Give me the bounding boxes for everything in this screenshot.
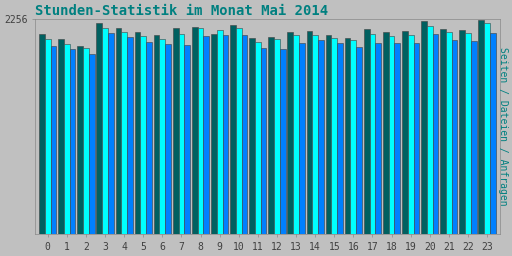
Bar (140, 36, 146, 234)
Bar (370, 34, 375, 234)
Bar (135, 32, 140, 234)
Bar (414, 43, 419, 234)
Bar (307, 31, 312, 234)
Bar (356, 47, 362, 234)
Bar (198, 28, 203, 234)
Bar (165, 44, 171, 234)
Text: Stunden-Statistik im Monat Mai 2014: Stunden-Statistik im Monat Mai 2014 (35, 4, 328, 18)
Bar (45, 39, 51, 234)
Bar (192, 27, 198, 234)
Bar (203, 36, 209, 234)
Bar (452, 40, 458, 234)
Bar (236, 28, 242, 234)
Bar (293, 35, 299, 234)
Bar (230, 25, 236, 234)
Bar (459, 30, 465, 234)
Bar (211, 34, 217, 234)
Bar (274, 39, 280, 234)
Bar (479, 20, 484, 234)
Bar (77, 46, 83, 234)
Bar (337, 43, 343, 234)
Bar (242, 35, 247, 234)
Bar (351, 40, 356, 234)
Bar (173, 28, 179, 234)
Bar (427, 26, 433, 234)
Bar (268, 37, 274, 234)
Bar (490, 33, 496, 234)
Bar (261, 48, 266, 234)
Bar (446, 32, 452, 234)
Bar (223, 35, 228, 234)
Bar (364, 29, 370, 234)
Bar (102, 28, 108, 234)
Bar (383, 32, 389, 234)
Bar (96, 23, 102, 234)
Bar (326, 35, 331, 234)
Bar (471, 41, 477, 234)
Bar (299, 43, 305, 234)
Bar (39, 34, 45, 234)
Bar (280, 49, 286, 234)
Bar (249, 38, 255, 234)
Bar (70, 49, 75, 234)
Bar (121, 32, 127, 234)
Bar (375, 43, 381, 234)
Bar (312, 35, 318, 234)
Bar (421, 21, 427, 234)
Bar (287, 32, 293, 234)
Bar (255, 42, 261, 234)
Y-axis label: Seiten / Dateien / Anfragen: Seiten / Dateien / Anfragen (498, 47, 508, 206)
Bar (154, 35, 159, 234)
Bar (318, 40, 324, 234)
Bar (440, 29, 446, 234)
Bar (89, 54, 95, 234)
Bar (394, 43, 400, 234)
Bar (83, 48, 89, 234)
Bar (345, 38, 351, 234)
Bar (331, 38, 337, 234)
Bar (116, 28, 121, 234)
Bar (51, 46, 56, 234)
Bar (108, 33, 114, 234)
Bar (58, 39, 64, 234)
Bar (465, 33, 471, 234)
Bar (389, 36, 394, 234)
Bar (408, 35, 414, 234)
Bar (64, 44, 70, 234)
Bar (217, 30, 223, 234)
Bar (402, 31, 408, 234)
Bar (484, 23, 490, 234)
Bar (433, 34, 438, 234)
Bar (179, 34, 184, 234)
Bar (127, 37, 133, 234)
Bar (146, 42, 152, 234)
Bar (159, 39, 165, 234)
Bar (184, 45, 190, 234)
